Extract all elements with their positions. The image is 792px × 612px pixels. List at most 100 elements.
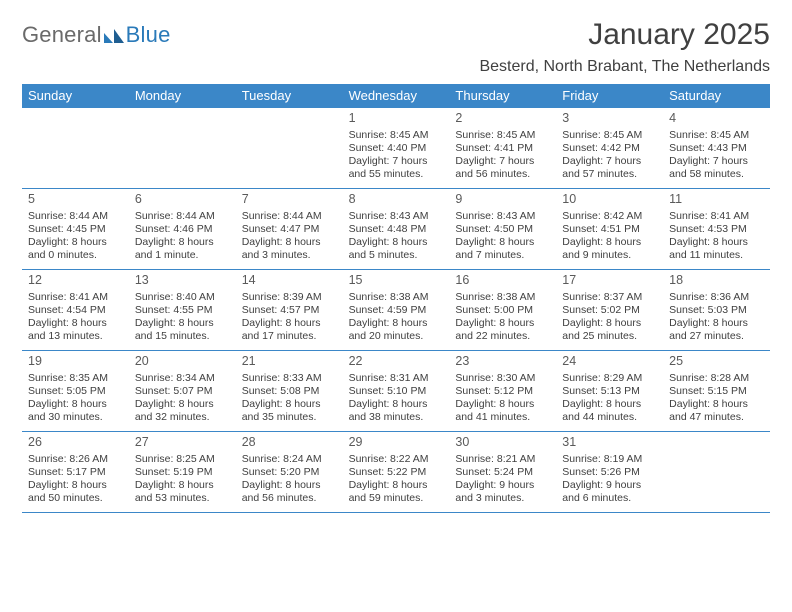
day-day1-text: Daylight: 8 hours — [669, 236, 764, 249]
day-day1-text: Daylight: 8 hours — [135, 479, 230, 492]
calendar-week-row: 12Sunrise: 8:41 AMSunset: 4:54 PMDayligh… — [22, 270, 770, 351]
day-day1-text: Daylight: 7 hours — [455, 155, 550, 168]
calendar-day-cell: 9Sunrise: 8:43 AMSunset: 4:50 PMDaylight… — [449, 189, 556, 269]
day-sunset-text: Sunset: 4:46 PM — [135, 223, 230, 236]
day-number: 20 — [135, 354, 230, 370]
day-day2-text: and 57 minutes. — [562, 168, 657, 181]
day-sunset-text: Sunset: 4:41 PM — [455, 142, 550, 155]
day-day1-text: Daylight: 8 hours — [562, 317, 657, 330]
calendar-day-cell: 17Sunrise: 8:37 AMSunset: 5:02 PMDayligh… — [556, 270, 663, 350]
day-day1-text: Daylight: 8 hours — [242, 398, 337, 411]
day-sunset-text: Sunset: 4:59 PM — [349, 304, 444, 317]
day-sunrise-text: Sunrise: 8:36 AM — [669, 291, 764, 304]
day-sunset-text: Sunset: 4:51 PM — [562, 223, 657, 236]
day-day2-text: and 11 minutes. — [669, 249, 764, 262]
day-sunrise-text: Sunrise: 8:19 AM — [562, 453, 657, 466]
day-sunset-text: Sunset: 4:57 PM — [242, 304, 337, 317]
day-day1-text: Daylight: 8 hours — [28, 398, 123, 411]
calendar-day-cell: 5Sunrise: 8:44 AMSunset: 4:45 PMDaylight… — [22, 189, 129, 269]
day-sunset-text: Sunset: 4:54 PM — [28, 304, 123, 317]
calendar-day-cell: 14Sunrise: 8:39 AMSunset: 4:57 PMDayligh… — [236, 270, 343, 350]
calendar-day-cell: 23Sunrise: 8:30 AMSunset: 5:12 PMDayligh… — [449, 351, 556, 431]
day-day2-text: and 30 minutes. — [28, 411, 123, 424]
day-sunset-text: Sunset: 4:55 PM — [135, 304, 230, 317]
calendar-day-cell: 11Sunrise: 8:41 AMSunset: 4:53 PMDayligh… — [663, 189, 770, 269]
month-title: January 2025 — [479, 18, 770, 52]
day-day2-text: and 35 minutes. — [242, 411, 337, 424]
day-day1-text: Daylight: 8 hours — [28, 479, 123, 492]
day-sunset-text: Sunset: 4:42 PM — [562, 142, 657, 155]
day-sunset-text: Sunset: 5:17 PM — [28, 466, 123, 479]
day-day2-text: and 5 minutes. — [349, 249, 444, 262]
day-sunset-text: Sunset: 4:43 PM — [669, 142, 764, 155]
weekday-header: Saturday — [663, 84, 770, 108]
calendar-day-cell: 21Sunrise: 8:33 AMSunset: 5:08 PMDayligh… — [236, 351, 343, 431]
calendar-day-cell: 18Sunrise: 8:36 AMSunset: 5:03 PMDayligh… — [663, 270, 770, 350]
day-number: 19 — [28, 354, 123, 370]
day-number: 21 — [242, 354, 337, 370]
day-sunset-text: Sunset: 4:45 PM — [28, 223, 123, 236]
day-sunrise-text: Sunrise: 8:35 AM — [28, 372, 123, 385]
day-number: 30 — [455, 435, 550, 451]
day-day2-text: and 13 minutes. — [28, 330, 123, 343]
day-day2-text: and 1 minute. — [135, 249, 230, 262]
brand-mark-icon — [104, 27, 124, 43]
day-sunrise-text: Sunrise: 8:45 AM — [455, 129, 550, 142]
day-day1-text: Daylight: 8 hours — [455, 317, 550, 330]
day-day2-text: and 56 minutes. — [455, 168, 550, 181]
calendar-empty-cell — [22, 108, 129, 188]
day-number: 16 — [455, 273, 550, 289]
day-day2-text: and 7 minutes. — [455, 249, 550, 262]
day-day1-text: Daylight: 9 hours — [562, 479, 657, 492]
weekday-header: Friday — [556, 84, 663, 108]
day-number: 7 — [242, 192, 337, 208]
day-day1-text: Daylight: 8 hours — [242, 236, 337, 249]
day-number: 5 — [28, 192, 123, 208]
day-sunset-text: Sunset: 5:12 PM — [455, 385, 550, 398]
calendar-day-cell: 2 Sunrise: 8:45 AMSunset: 4:41 PMDaylight… — [449, 108, 556, 188]
brand-name-right: Blue — [126, 22, 171, 48]
calendar-day-cell: 16Sunrise: 8:38 AMSunset: 5:00 PMDayligh… — [449, 270, 556, 350]
title-block: January 2025 Besterd, North Brabant, The… — [479, 18, 770, 76]
location-subtitle: Besterd, North Brabant, The Netherlands — [479, 58, 770, 76]
day-day2-text: and 9 minutes. — [562, 249, 657, 262]
day-number: 2 — [455, 111, 550, 127]
calendar-day-cell: 7Sunrise: 8:44 AMSunset: 4:47 PMDaylight… — [236, 189, 343, 269]
calendar-day-cell: 28Sunrise: 8:24 AMSunset: 5:20 PMDayligh… — [236, 432, 343, 512]
day-day2-text: and 15 minutes. — [135, 330, 230, 343]
calendar-day-cell: 31Sunrise: 8:19 AMSunset: 5:26 PMDayligh… — [556, 432, 663, 512]
calendar-week-row: 5Sunrise: 8:44 AMSunset: 4:45 PMDaylight… — [22, 189, 770, 270]
day-day2-text: and 50 minutes. — [28, 492, 123, 505]
day-sunset-text: Sunset: 5:15 PM — [669, 385, 764, 398]
calendar: Sunday Monday Tuesday Wednesday Thursday… — [22, 84, 770, 513]
day-number: 4 — [669, 111, 764, 127]
calendar-day-cell: 22Sunrise: 8:31 AMSunset: 5:10 PMDayligh… — [343, 351, 450, 431]
day-day1-text: Daylight: 7 hours — [562, 155, 657, 168]
day-number: 13 — [135, 273, 230, 289]
day-day2-text: and 59 minutes. — [349, 492, 444, 505]
day-day1-text: Daylight: 8 hours — [349, 479, 444, 492]
weeks-container: 1Sunrise: 8:45 AMSunset: 4:40 PMDaylight… — [22, 108, 770, 513]
calendar-day-cell: 25Sunrise: 8:28 AMSunset: 5:15 PMDayligh… — [663, 351, 770, 431]
day-sunrise-text: Sunrise: 8:42 AM — [562, 210, 657, 223]
day-day2-text: and 3 minutes. — [455, 492, 550, 505]
day-sunrise-text: Sunrise: 8:28 AM — [669, 372, 764, 385]
calendar-day-cell: 6Sunrise: 8:44 AMSunset: 4:46 PMDaylight… — [129, 189, 236, 269]
day-day1-text: Daylight: 8 hours — [242, 479, 337, 492]
weekday-header: Tuesday — [236, 84, 343, 108]
day-sunrise-text: Sunrise: 8:21 AM — [455, 453, 550, 466]
day-day1-text: Daylight: 8 hours — [135, 236, 230, 249]
calendar-empty-cell — [236, 108, 343, 188]
day-sunset-text: Sunset: 5:22 PM — [349, 466, 444, 479]
day-sunset-text: Sunset: 5:07 PM — [135, 385, 230, 398]
weekday-header: Thursday — [449, 84, 556, 108]
day-sunset-text: Sunset: 5:03 PM — [669, 304, 764, 317]
day-number: 15 — [349, 273, 444, 289]
day-day1-text: Daylight: 8 hours — [135, 317, 230, 330]
calendar-day-cell: 8Sunrise: 8:43 AMSunset: 4:48 PMDaylight… — [343, 189, 450, 269]
day-sunset-text: Sunset: 5:19 PM — [135, 466, 230, 479]
page: General Blue January 2025 Besterd, North… — [0, 0, 792, 612]
day-sunset-text: Sunset: 5:10 PM — [349, 385, 444, 398]
calendar-day-cell: 13Sunrise: 8:40 AMSunset: 4:55 PMDayligh… — [129, 270, 236, 350]
day-sunrise-text: Sunrise: 8:41 AM — [28, 291, 123, 304]
